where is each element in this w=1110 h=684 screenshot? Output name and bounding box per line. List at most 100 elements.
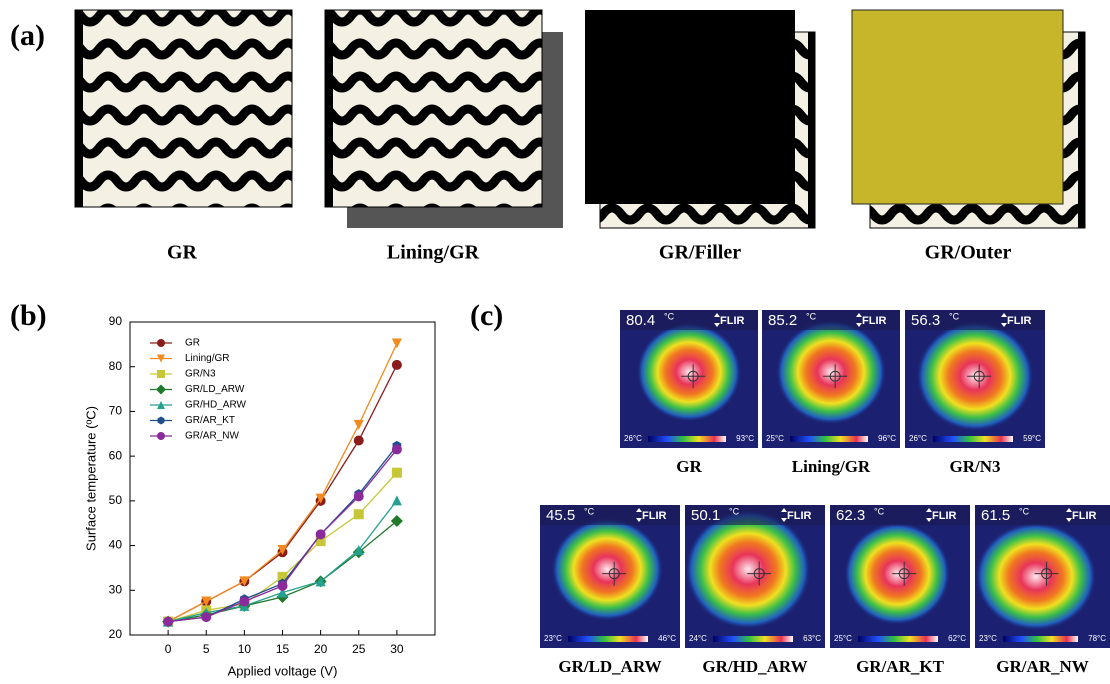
scale-min: 25°C <box>834 634 852 643</box>
legend-marker <box>158 417 165 425</box>
thermal-image: 61.5 °C FLIR 23°C 78°C <box>975 505 1110 648</box>
legend-label: GR/LD_ARW <box>185 384 245 395</box>
flir-brand: FLIR <box>720 315 744 327</box>
thermal-image: 62.3 °C FLIR 25°C 62°C <box>830 505 970 648</box>
y-tick-label: 70 <box>109 404 123 418</box>
temp-reading: 62.3 <box>836 507 865 524</box>
scale-bar <box>568 636 648 642</box>
flir-brand: FLIR <box>1072 510 1096 522</box>
y-tick-label: 90 <box>109 314 123 328</box>
marker <box>354 420 364 430</box>
scale-min: 25°C <box>766 434 784 443</box>
temp-reading: 56.3 <box>911 312 940 329</box>
legend-label: GR/N3 <box>185 369 216 380</box>
x-tick-label: 30 <box>390 642 404 656</box>
scale-min: 26°C <box>624 434 642 443</box>
marker <box>316 529 326 539</box>
scale-max: 46°C <box>658 634 676 643</box>
y-tick-label: 30 <box>109 582 123 596</box>
scale-max: 93°C <box>736 434 754 443</box>
marker <box>354 491 364 501</box>
flir-brand: FLIR <box>1007 315 1031 327</box>
thermal-image: 80.4 °C FLIR 26°C 93°C <box>620 310 758 448</box>
image-label: GR <box>676 457 702 476</box>
y-tick-label: 60 <box>109 448 123 462</box>
scale-max: 59°C <box>1023 434 1041 443</box>
x-tick-label: 5 <box>203 642 210 656</box>
marker <box>239 596 249 606</box>
scale-bar <box>933 436 1013 442</box>
figure: (a) (b) (c) GRLining/GRGR/FillerGR/Outer… <box>0 0 1110 684</box>
heat-spot <box>551 518 663 621</box>
x-tick-label: 15 <box>276 642 290 656</box>
x-tick-label: 25 <box>352 642 366 656</box>
legend-label: Lining/GR <box>185 353 229 364</box>
image-label: GR/LD_ARW <box>558 657 661 676</box>
temp-unit: °C <box>874 506 885 516</box>
image-label: Lining/GR <box>792 457 871 476</box>
temp-reading: 85.2 <box>768 312 797 329</box>
y-tick-label: 50 <box>109 493 123 507</box>
heat-spot <box>776 320 886 425</box>
image-label: GR/AR_NW <box>996 657 1089 676</box>
flir-brand: FLIR <box>642 510 666 522</box>
scale-max: 62°C <box>948 634 966 643</box>
scale-max: 96°C <box>878 434 896 443</box>
temp-reading: 50.1 <box>691 507 720 524</box>
flir-brand: FLIR <box>862 315 886 327</box>
scale-bar <box>713 636 793 642</box>
heat-spot <box>685 509 811 629</box>
temp-reading: 45.5 <box>546 507 575 524</box>
heat-spot <box>975 522 1097 631</box>
legend-marker <box>157 370 165 378</box>
marker <box>354 435 364 445</box>
temp-unit: °C <box>806 311 817 321</box>
marker <box>392 360 402 370</box>
scale-min: 23°C <box>979 634 997 643</box>
scale-max: 78°C <box>1088 634 1106 643</box>
x-tick-label: 10 <box>238 642 252 656</box>
panel-a-drawings <box>75 10 1085 228</box>
temp-unit: °C <box>729 506 740 516</box>
temp-unit: °C <box>664 311 675 321</box>
temp-reading: 61.5 <box>981 507 1010 524</box>
item-label: GR <box>167 242 198 264</box>
scale-bar <box>790 436 868 442</box>
panel-label: (c) <box>470 299 503 332</box>
legend-marker <box>157 339 165 347</box>
y-tick-label: 80 <box>109 359 123 373</box>
panel-label: (b) <box>10 299 47 332</box>
item-label: Lining/GR <box>387 242 480 264</box>
temp-unit: °C <box>949 311 960 321</box>
x-tick-label: 0 <box>165 642 172 656</box>
legend-marker <box>156 385 166 395</box>
item-label: GR/Outer <box>925 242 1012 264</box>
thermal-image: 56.3 °C FLIR 26°C 59°C <box>905 310 1045 448</box>
image-label: GR/N3 <box>950 457 1001 476</box>
temp-reading: 80.4 <box>626 312 655 329</box>
marker <box>354 509 364 519</box>
flir-brand: FLIR <box>932 510 956 522</box>
y-tick-label: 20 <box>109 627 123 641</box>
marker <box>392 444 402 454</box>
scale-min: 24°C <box>689 634 707 643</box>
scale-min: 23°C <box>544 634 562 643</box>
heat-spot <box>637 322 742 421</box>
panel-label: (a) <box>10 19 45 52</box>
image-label: GR/AR_KT <box>856 657 945 676</box>
legend-label: GR/AR_NW <box>185 431 239 442</box>
y-tick-label: 40 <box>109 538 123 552</box>
legend-label: GR <box>185 338 200 349</box>
legend-marker <box>157 432 165 440</box>
x-axis-label: Applied voltage (V) <box>228 663 338 678</box>
thermal-image: 85.2 °C FLIR 25°C 96°C <box>762 310 900 448</box>
marker <box>278 581 288 591</box>
scale-min: 26°C <box>909 434 927 443</box>
temp-unit: °C <box>1019 506 1030 516</box>
scale-max: 63°C <box>803 634 821 643</box>
image-label: GR/HD_ARW <box>702 657 807 676</box>
legend-label: GR/AR_KT <box>185 415 235 426</box>
scale-bar <box>648 436 726 442</box>
scale-bar <box>858 636 938 642</box>
